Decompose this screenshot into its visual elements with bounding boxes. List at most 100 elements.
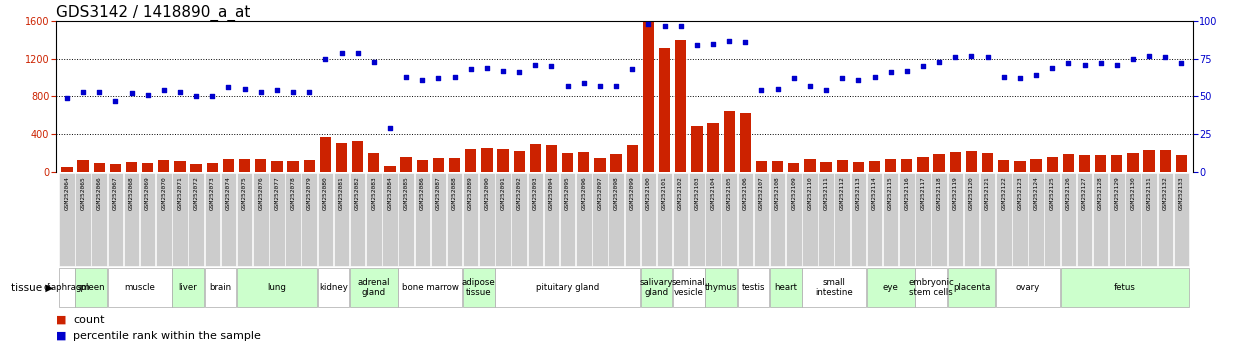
Point <box>946 55 965 60</box>
Text: GSM252124: GSM252124 <box>1033 176 1038 210</box>
Bar <box>62 167 73 172</box>
Text: GSM252071: GSM252071 <box>178 176 183 210</box>
Bar <box>1159 150 1170 172</box>
Bar <box>706 173 721 266</box>
Text: GSM252084: GSM252084 <box>387 176 393 210</box>
Text: GSM252131: GSM252131 <box>1147 176 1152 210</box>
Bar <box>802 173 818 266</box>
Bar <box>75 268 108 307</box>
Point <box>784 76 803 81</box>
Point <box>299 89 319 95</box>
Text: GSM252130: GSM252130 <box>1131 176 1136 210</box>
Bar <box>513 150 525 172</box>
Bar <box>546 145 557 172</box>
Bar <box>850 173 866 266</box>
Bar <box>497 149 509 172</box>
Bar <box>336 143 347 172</box>
Point <box>832 76 852 81</box>
Bar <box>624 173 640 266</box>
Bar <box>576 173 592 266</box>
Bar <box>578 153 590 172</box>
Bar <box>222 159 234 172</box>
Text: GSM252094: GSM252094 <box>549 176 554 210</box>
Text: GSM252123: GSM252123 <box>1017 176 1022 210</box>
Bar <box>1047 157 1058 172</box>
Point <box>1124 56 1143 62</box>
Bar <box>690 173 705 266</box>
Text: GSM252083: GSM252083 <box>371 176 376 210</box>
Bar <box>1031 159 1042 172</box>
Bar <box>158 160 169 172</box>
Bar <box>433 158 444 172</box>
Point <box>461 67 481 72</box>
Bar <box>398 173 414 266</box>
Bar <box>883 173 899 266</box>
Text: count: count <box>73 315 104 325</box>
Bar <box>59 268 74 307</box>
Bar <box>75 173 90 266</box>
Text: GSM252079: GSM252079 <box>307 176 311 210</box>
Point <box>962 53 981 59</box>
Bar <box>304 160 315 172</box>
Bar <box>237 173 252 266</box>
Text: heart: heart <box>774 283 797 292</box>
Text: thymus: thymus <box>705 283 738 292</box>
Bar <box>933 154 944 172</box>
Bar <box>447 173 462 266</box>
Text: spleen: spleen <box>77 283 105 292</box>
Text: percentile rank within the sample: percentile rank within the sample <box>73 331 261 341</box>
Text: GSM252116: GSM252116 <box>905 176 910 210</box>
Bar <box>91 173 108 266</box>
Text: GSM252122: GSM252122 <box>1001 176 1006 210</box>
Text: adipose
tissue: adipose tissue <box>462 278 496 297</box>
Bar <box>723 110 735 172</box>
Point <box>1140 53 1159 59</box>
Text: adrenal
gland: adrenal gland <box>357 278 391 297</box>
Bar <box>837 160 848 172</box>
Bar <box>350 173 366 266</box>
Bar <box>738 173 753 266</box>
Text: GSM252097: GSM252097 <box>597 176 602 210</box>
Text: GSM252105: GSM252105 <box>727 176 732 210</box>
Point <box>623 67 643 72</box>
Text: lung: lung <box>267 283 287 292</box>
Point <box>994 74 1014 80</box>
Bar <box>643 22 654 172</box>
Text: diaphragm: diaphragm <box>43 283 90 292</box>
Bar <box>172 268 204 307</box>
Bar <box>318 268 350 307</box>
Bar <box>512 173 527 266</box>
Point <box>105 98 125 104</box>
Bar <box>949 152 960 172</box>
Text: GSM252077: GSM252077 <box>274 176 279 210</box>
Bar <box>659 47 670 172</box>
Bar <box>901 159 912 172</box>
Point <box>347 50 367 56</box>
Text: GSM252104: GSM252104 <box>711 176 716 210</box>
Bar <box>544 173 559 266</box>
Point <box>57 95 77 101</box>
Point <box>89 89 109 95</box>
Point <box>1156 55 1175 60</box>
Text: ■: ■ <box>56 315 66 325</box>
Bar <box>595 158 606 172</box>
Point <box>1172 61 1192 66</box>
Bar <box>350 268 398 307</box>
Bar <box>770 173 785 266</box>
Bar <box>964 173 979 266</box>
Bar <box>885 159 896 172</box>
Text: GSM252127: GSM252127 <box>1082 176 1086 210</box>
Bar <box>560 173 576 266</box>
Text: GSM252115: GSM252115 <box>889 176 894 210</box>
Bar <box>108 268 172 307</box>
Text: GSM252076: GSM252076 <box>258 176 263 210</box>
Text: GSM252113: GSM252113 <box>855 176 861 210</box>
Bar <box>672 268 705 307</box>
Bar <box>174 161 185 172</box>
Bar <box>288 161 299 172</box>
Point <box>525 62 545 68</box>
Point <box>1042 65 1062 71</box>
Bar <box>286 173 300 266</box>
Text: GSM252110: GSM252110 <box>807 176 812 210</box>
Point <box>251 89 271 95</box>
